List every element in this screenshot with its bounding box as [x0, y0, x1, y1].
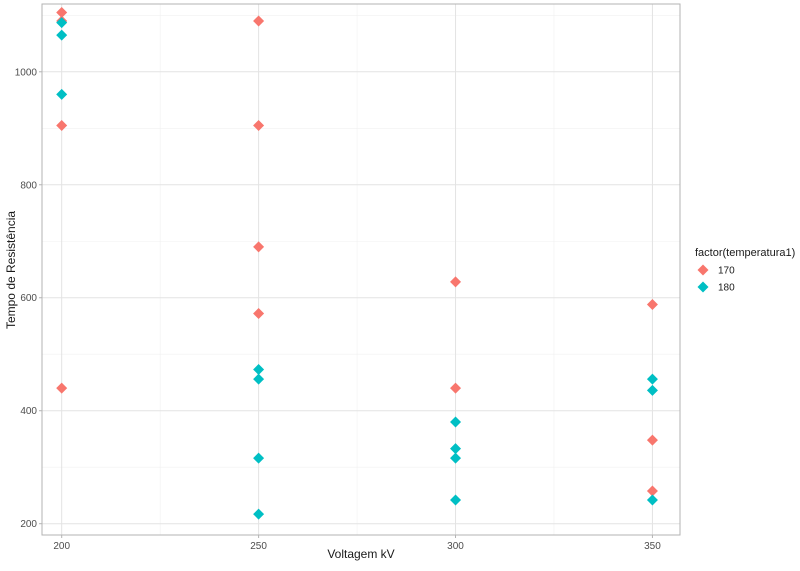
y-tick-label: 600	[20, 293, 37, 304]
data-point-series-180	[450, 416, 462, 428]
legend-label: 170	[718, 266, 735, 277]
data-point-series-180	[646, 384, 658, 396]
data-point-series-170	[450, 382, 462, 394]
data-point-series-170	[646, 434, 658, 446]
x-tick-label: 200	[53, 541, 70, 552]
legend-key-170	[697, 264, 709, 276]
y-tick-label: 800	[20, 180, 37, 191]
data-point-series-180	[646, 494, 658, 506]
x-tick-label: 250	[250, 541, 267, 552]
data-point-series-170	[56, 119, 68, 131]
legend-items: 170 180	[697, 264, 735, 294]
data-point-series-180	[253, 508, 265, 520]
y-tick-label: 200	[20, 519, 37, 530]
legend-title: factor(temperatura1)	[695, 247, 795, 259]
data-point-series-180	[56, 17, 68, 29]
data-point-series-180	[450, 494, 462, 506]
data-point-series-170	[253, 241, 265, 253]
x-tick-label: 350	[644, 541, 661, 552]
data-point-series-180	[450, 452, 462, 464]
data-point-series-180	[253, 373, 265, 385]
x-axis-title: Voltagem kV	[327, 547, 394, 561]
y-axis-title: Tempo de Resistência	[4, 211, 18, 329]
data-point-series-170	[56, 382, 68, 394]
y-tick-label: 400	[20, 406, 37, 417]
data-point-series-170	[450, 276, 462, 288]
y-tick-label: 1000	[15, 67, 38, 78]
data-point-series-170	[253, 15, 265, 27]
data-point-series-180	[253, 452, 265, 464]
data-point-series-170	[56, 6, 68, 18]
data-point-series-180	[450, 443, 462, 455]
data-point-series-180	[253, 363, 265, 375]
data-point-series-170	[646, 299, 658, 311]
points-layer	[56, 6, 658, 520]
y-axis-ticks: 200 400 600 800 1000	[15, 67, 42, 530]
legend: factor(temperatura1) 170 180	[695, 247, 795, 294]
data-point-series-180	[646, 373, 658, 385]
data-point-series-180	[56, 29, 68, 41]
x-axis-ticks: 200 250 300 350	[53, 535, 661, 552]
legend-label: 180	[718, 283, 735, 294]
data-point-series-170	[253, 308, 265, 320]
x-tick-label: 300	[447, 541, 464, 552]
panel-border	[41, 3, 681, 536]
data-point-series-180	[56, 88, 68, 100]
legend-key-180	[697, 281, 709, 293]
data-point-series-170	[646, 485, 658, 497]
data-point-series-170	[253, 119, 265, 131]
